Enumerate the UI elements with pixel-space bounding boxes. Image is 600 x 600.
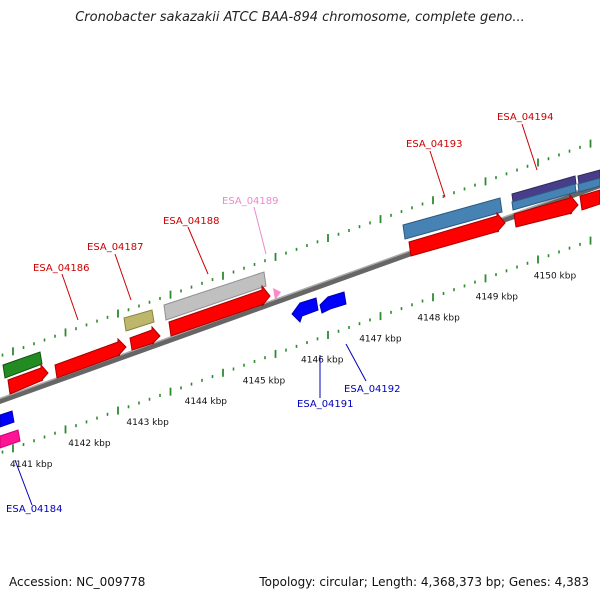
reverse-gene-arrow[interactable] xyxy=(0,410,15,428)
scale-tick-label: 4145 kbp xyxy=(243,376,286,386)
gene-label-esa-04193[interactable]: ESA_04193 xyxy=(406,139,463,150)
scale-tick-label: 4148 kbp xyxy=(417,313,460,323)
gene-arrow[interactable] xyxy=(513,193,579,228)
map-title: Cronobacter sakazakii ATCC BAA-894 chrom… xyxy=(75,10,525,25)
scale-tick-label: 4141 kbp xyxy=(10,460,53,470)
gene-leader-line xyxy=(114,253,132,301)
olive-feature[interactable] xyxy=(123,309,155,332)
steelblue-feature[interactable] xyxy=(402,197,503,240)
scale-tick-labels: 4141 kbp 4142 kbp 4143 kbp 4144 kbp 4145 kbp… xyxy=(10,272,576,470)
gene-arrow[interactable] xyxy=(579,189,600,211)
gene-label-esa-04191[interactable]: ESA_04191 xyxy=(297,399,354,410)
gene-label-esa-04189[interactable]: ESA_04189 xyxy=(222,196,279,207)
scale-tick-label: 4146 kbp xyxy=(301,355,344,365)
scale-tick-label: 4144 kbp xyxy=(185,397,228,407)
gene-arrow[interactable] xyxy=(408,211,506,257)
gene-label-esa-04186[interactable]: ESA_04186 xyxy=(33,263,90,274)
lower-tick-track xyxy=(1,236,592,454)
gene-arrow[interactable] xyxy=(129,325,161,351)
purple-feature[interactable] xyxy=(577,169,600,185)
gene-arrow[interactable] xyxy=(168,284,271,337)
reverse-gene-arrow[interactable] xyxy=(291,297,319,323)
gene-leader-line xyxy=(187,226,209,275)
gene-leader-line xyxy=(253,206,267,255)
gene-label-esa-04192[interactable]: ESA_04192 xyxy=(344,384,401,395)
scale-tick-label: 4149 kbp xyxy=(476,293,519,303)
accession-text: Accession: NC_009778 xyxy=(9,575,146,589)
gene-arrow[interactable] xyxy=(54,337,127,379)
feature-track xyxy=(0,169,600,449)
scale-tick-label: 4142 kbp xyxy=(68,439,111,449)
steelblue-feature[interactable] xyxy=(577,177,600,193)
gene-labels: ESA_04184 ESA_04186 ESA_04187 ESA_04188 … xyxy=(6,112,554,515)
gene-label-esa-04188[interactable]: ESA_04188 xyxy=(163,216,220,227)
magenta-feature[interactable] xyxy=(0,429,21,449)
scale-tick-label: 4147 kbp xyxy=(359,334,402,344)
gene-leader-line xyxy=(521,123,538,171)
gene-arrow[interactable] xyxy=(7,363,49,395)
scale-tick-label: 4150 kbp xyxy=(534,272,577,282)
gene-leader-line xyxy=(14,459,33,506)
gray-feature[interactable] xyxy=(163,271,267,321)
gene-leader-line xyxy=(429,150,446,198)
purple-feature[interactable] xyxy=(511,175,577,203)
genome-summary-text: Topology: circular; Length: 4,368,373 bp… xyxy=(259,575,589,589)
gene-label-esa-04184[interactable]: ESA_04184 xyxy=(6,504,63,515)
gene-label-esa-04187[interactable]: ESA_04187 xyxy=(87,242,144,253)
gene-leader-line xyxy=(61,273,79,321)
pseudo-gene-mark[interactable] xyxy=(273,288,281,300)
gene-label-esa-04194[interactable]: ESA_04194 xyxy=(497,112,554,123)
scale-tick-label: 4143 kbp xyxy=(126,418,169,428)
reverse-gene-arrow[interactable] xyxy=(319,291,347,314)
green-feature[interactable] xyxy=(2,351,43,379)
gene-leader-line xyxy=(345,343,367,382)
upper-tick-track xyxy=(1,139,592,357)
steelblue-feature[interactable] xyxy=(511,183,577,211)
